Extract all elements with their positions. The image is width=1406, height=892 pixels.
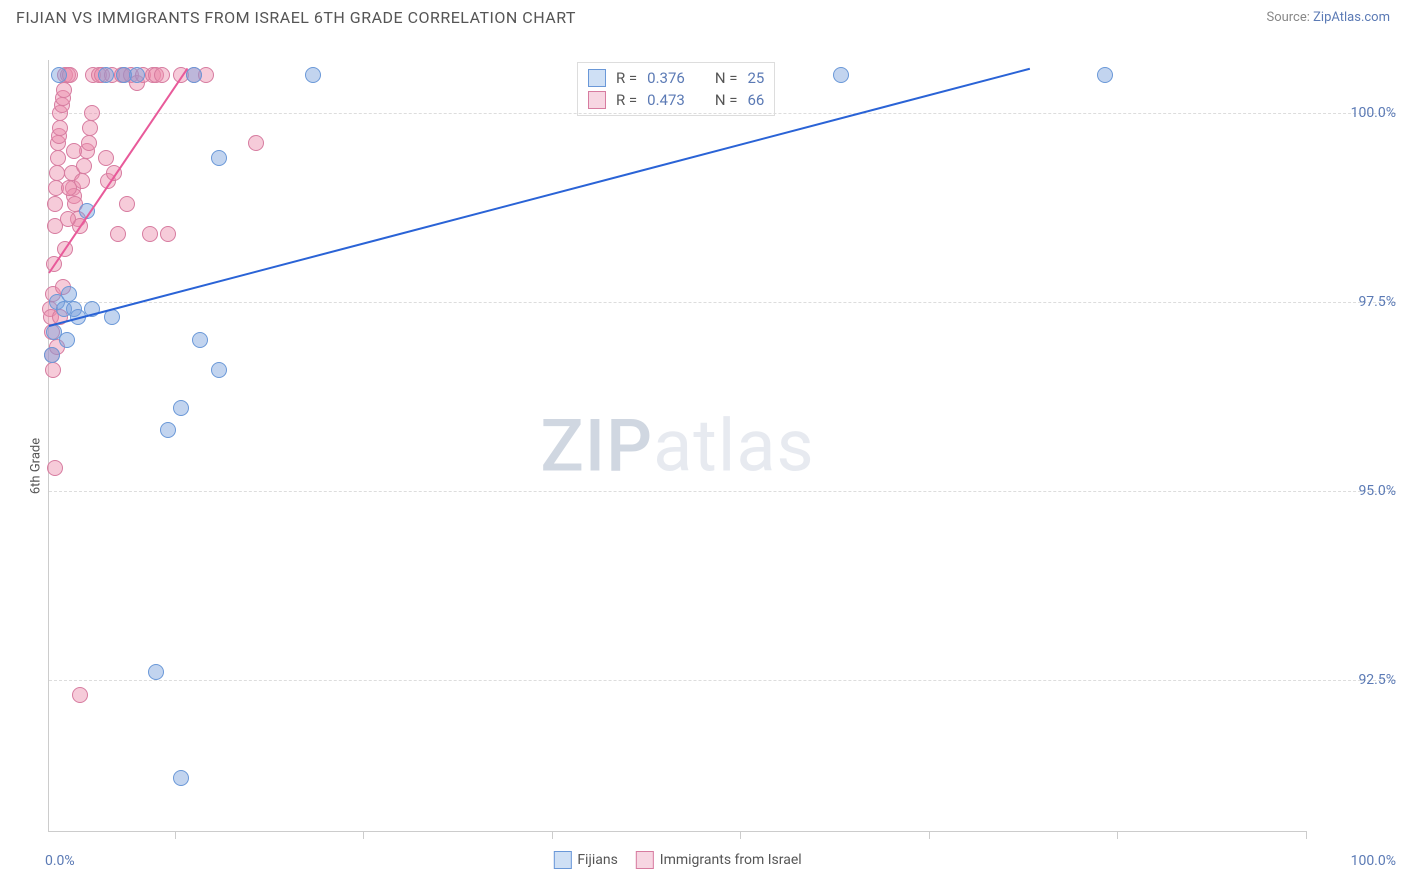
stats-row: R = 0.376 N = 25: [588, 67, 764, 89]
data-point: [45, 362, 61, 378]
n-label: N =: [715, 69, 738, 87]
legend-item: Immigrants from Israel: [636, 851, 802, 869]
series-legend: Fijians Immigrants from Israel: [553, 851, 801, 869]
data-point: [211, 150, 227, 166]
x-tick: [552, 831, 553, 839]
r-label: R =: [616, 91, 637, 109]
data-point: [84, 105, 100, 121]
source-prefix: Source:: [1266, 10, 1313, 25]
gridline: [49, 302, 1396, 303]
data-point: [47, 460, 63, 476]
data-point: [81, 135, 97, 151]
x-tick: [175, 831, 176, 839]
data-point: [72, 687, 88, 703]
x-tick: [363, 831, 364, 839]
data-point: [82, 120, 98, 136]
legend-swatch: [553, 851, 571, 869]
x-tick: [1306, 831, 1307, 839]
stats-row: R = 0.473 N = 66: [588, 89, 764, 111]
x-tick: [929, 831, 930, 839]
data-point: [119, 196, 135, 212]
data-point: [49, 165, 65, 181]
data-point: [160, 226, 176, 242]
chart-area: 6th Grade ZIPatlas R = 0.376 N = 25 R = 0.473…: [0, 40, 1406, 892]
x-tick: [1117, 831, 1118, 839]
n-value: 25: [747, 69, 764, 87]
data-point: [129, 67, 145, 83]
data-point: [173, 770, 189, 786]
data-point: [110, 226, 126, 242]
data-point: [47, 196, 63, 212]
data-point: [44, 347, 60, 363]
trend-line: [49, 68, 1031, 327]
data-point: [66, 143, 82, 159]
data-point: [248, 135, 264, 151]
data-point: [160, 422, 176, 438]
data-point: [305, 67, 321, 83]
series-swatch: [588, 69, 606, 87]
source-attribution: Source: ZipAtlas.com: [1266, 10, 1390, 25]
legend-label: Immigrants from Israel: [660, 852, 802, 868]
y-tick-label: 100.0%: [1312, 105, 1396, 121]
data-point: [52, 120, 68, 136]
data-point: [61, 286, 77, 302]
correlation-stats-box: R = 0.376 N = 25 R = 0.473 N = 66: [577, 62, 775, 116]
data-point: [51, 67, 67, 83]
r-label: R =: [616, 69, 637, 87]
r-value: 0.376: [647, 69, 685, 87]
data-point: [50, 150, 66, 166]
data-point: [211, 362, 227, 378]
n-value: 66: [747, 91, 764, 109]
data-point: [142, 226, 158, 242]
data-point: [192, 332, 208, 348]
chart-title: FIJIAN VS IMMIGRANTS FROM ISRAEL 6TH GRA…: [16, 8, 576, 27]
data-point: [56, 82, 72, 98]
plot-area: ZIPatlas R =0.376N =25R =0.473N =66 0.0%…: [48, 60, 1306, 832]
watermark: ZIPatlas: [540, 403, 814, 488]
data-point: [60, 211, 76, 227]
data-point: [61, 180, 77, 196]
r-value: 0.473: [647, 91, 685, 109]
data-point: [833, 67, 849, 83]
gridline: [49, 680, 1396, 681]
gridline: [49, 113, 1396, 114]
source-link[interactable]: ZipAtlas.com: [1313, 10, 1390, 25]
data-point: [154, 67, 170, 83]
y-tick-label: 95.0%: [1312, 483, 1396, 499]
y-tick-label: 92.5%: [1312, 672, 1396, 688]
watermark-light: atlas: [653, 403, 815, 488]
n-label: N =: [715, 91, 738, 109]
data-point: [148, 664, 164, 680]
legend-label: Fijians: [577, 852, 617, 868]
data-point: [59, 332, 75, 348]
y-tick-label: 97.5%: [1312, 294, 1396, 310]
watermark-bold: ZIP: [540, 403, 653, 488]
data-point: [1097, 67, 1113, 83]
legend-item: Fijians: [553, 851, 617, 869]
data-point: [76, 158, 92, 174]
y-axis-label: 6th Grade: [29, 438, 44, 494]
legend-swatch: [636, 851, 654, 869]
chart-header: FIJIAN VS IMMIGRANTS FROM ISRAEL 6TH GRA…: [0, 0, 1406, 31]
data-point: [98, 150, 114, 166]
data-point: [98, 67, 114, 83]
x-axis-min-label: 0.0%: [45, 853, 75, 869]
data-point: [173, 400, 189, 416]
x-axis-max-label: 100.0%: [1351, 853, 1396, 869]
gridline: [49, 491, 1396, 492]
series-swatch: [588, 91, 606, 109]
x-tick: [740, 831, 741, 839]
